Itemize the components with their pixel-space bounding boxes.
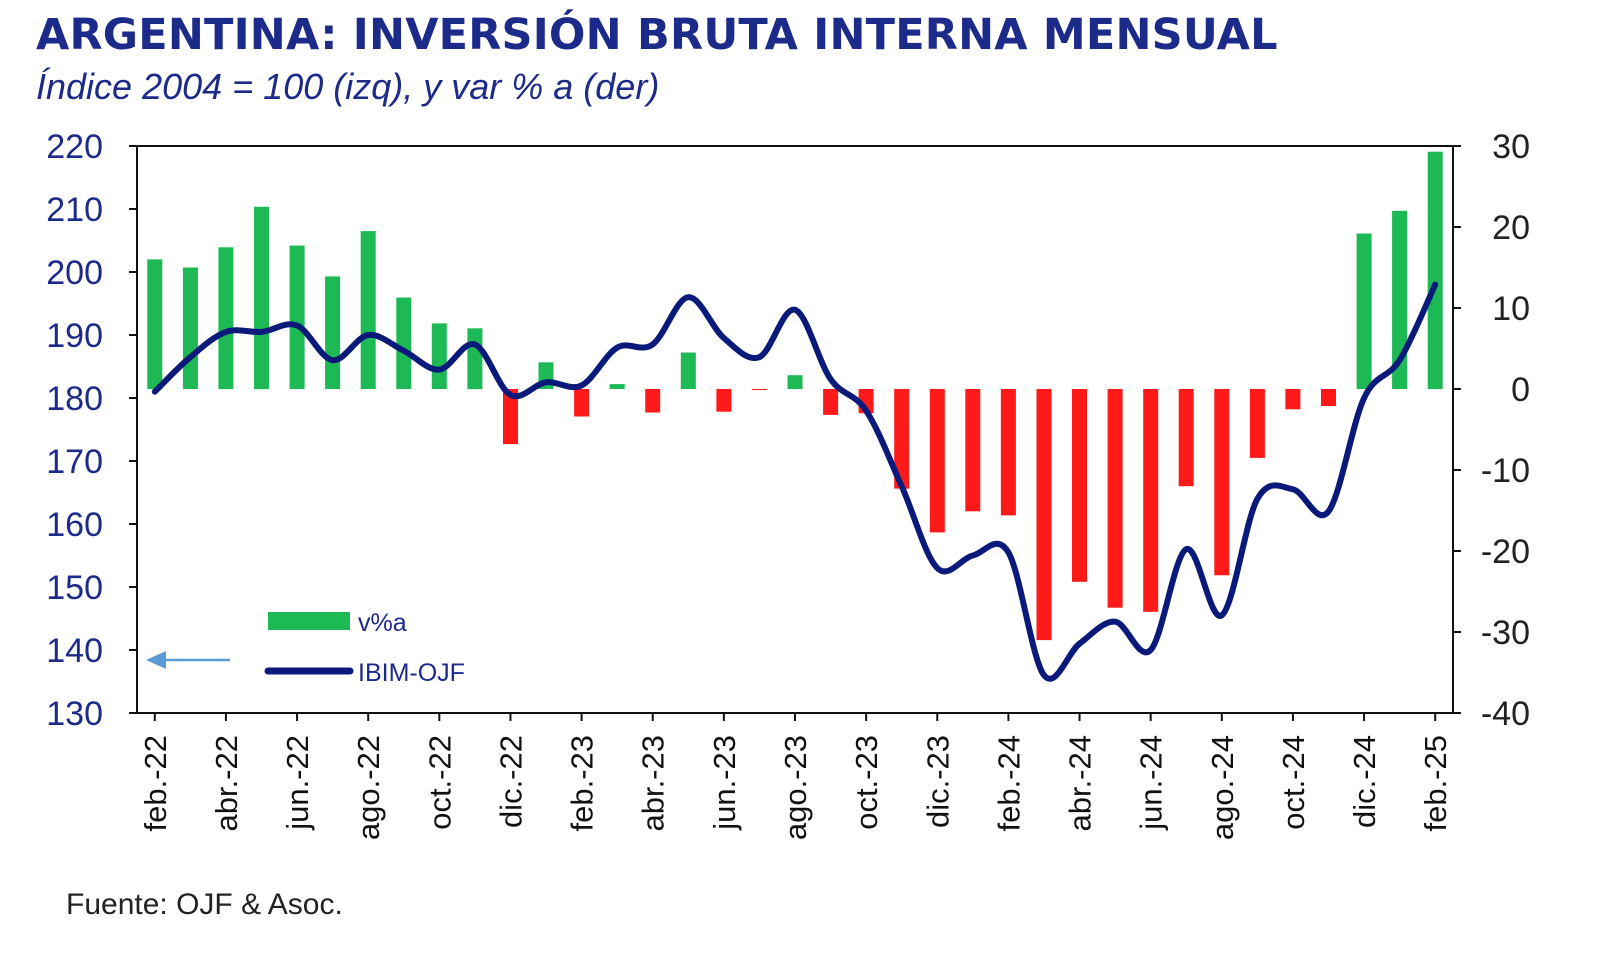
bar-mar.-22	[182, 267, 198, 389]
legend-label-line: IBIM-OJF	[358, 659, 465, 687]
x-tick-label: ago.-23	[778, 735, 813, 840]
bar-may.-23	[680, 352, 696, 389]
bars-layer	[147, 151, 1443, 641]
bar-mar.-23	[609, 384, 625, 389]
right-tick-label: -30	[1481, 614, 1530, 652]
left-tick-label: 150	[46, 569, 103, 607]
bar-may.-24	[1107, 389, 1123, 608]
x-tick-label: jun.-22	[280, 735, 315, 831]
right-tick-label: 20	[1492, 209, 1530, 247]
right-tick-label: 30	[1492, 128, 1530, 166]
x-tick-label: feb.-24	[991, 735, 1026, 832]
x-tick-label: jun.-24	[1134, 735, 1169, 831]
source-note: Fuente: OJF & Asoc.	[66, 888, 343, 921]
x-tick-label: feb.-25	[1418, 735, 1453, 832]
bar-oct.-22	[431, 323, 447, 389]
x-tick-label: oct.-23	[849, 735, 884, 830]
legend: v%a IBIM-OJF	[264, 609, 465, 687]
x-tick-label: oct.-22	[422, 735, 457, 830]
legend-label-bar: v%a	[358, 609, 407, 637]
right-tick-label: -20	[1481, 533, 1530, 571]
left-tick-label: 200	[46, 254, 103, 292]
line-layer	[151, 281, 1439, 682]
bar-mar.-24	[1036, 389, 1052, 641]
bar-feb.-25	[1427, 151, 1443, 389]
bar-sep.-24	[1249, 389, 1265, 458]
x-tick-label: jun.-23	[707, 735, 742, 831]
x-tick-label: oct.-24	[1276, 735, 1311, 830]
x-tick-label: dic.-24	[1347, 735, 1382, 828]
bar-sep.-22	[396, 297, 412, 389]
legend-swatch-bar	[268, 612, 350, 630]
x-tick-label: dic.-23	[920, 735, 955, 828]
x-tick-label: abr.-23	[636, 735, 671, 832]
x-tick-label: ago.-22	[351, 735, 386, 840]
bar-feb.-22	[147, 259, 163, 389]
bar-nov.-23	[894, 389, 910, 489]
right-tick-label: 0	[1511, 371, 1530, 409]
bar-feb.-24	[1000, 389, 1016, 516]
left-tick-label: 190	[46, 317, 103, 355]
bar-sep.-23	[823, 389, 839, 415]
bar-ago.-22	[360, 231, 376, 389]
x-tick-label: feb.-22	[138, 735, 173, 832]
bar-jun.-23	[716, 389, 732, 412]
line-ibim-ojf	[151, 281, 1439, 682]
bar-dic.-22	[503, 389, 518, 445]
chart-subtitle: Índice 2004 = 100 (izq), y var % a (der)	[36, 66, 660, 107]
left-tick-label: 130	[46, 695, 103, 733]
x-tick-label: abr.-24	[1063, 735, 1098, 832]
bar-nov.-24	[1321, 389, 1336, 406]
x-tick-label: abr.-22	[209, 735, 244, 832]
bar-jul.-24	[1178, 389, 1194, 487]
left-tick-label: 210	[46, 191, 103, 229]
left-axis-arrow-icon	[146, 651, 230, 669]
left-tick-label: 170	[46, 443, 103, 481]
bar-ene.-25	[1392, 210, 1408, 389]
bar-ene.-24	[965, 389, 981, 512]
left-tick-label: 140	[46, 632, 103, 670]
bar-ago.-24	[1214, 389, 1230, 576]
left-tick-label: 180	[46, 380, 103, 418]
left-axis: 220 210 200 190 180 170 160 150 140 130	[46, 128, 137, 733]
right-tick-label: -40	[1481, 695, 1530, 733]
bar-jul.-22	[325, 276, 341, 389]
chart-title: ARGENTINA: INVERSIÓN BRUTA INTERNA MENSU…	[36, 10, 1278, 60]
x-tick-label: feb.-23	[565, 735, 600, 832]
right-tick-label: 10	[1492, 290, 1530, 328]
x-tick-label: dic.-22	[493, 735, 528, 828]
bar-dic.-23	[929, 389, 945, 533]
bar-nov.-22	[467, 328, 483, 390]
bar-may.-22	[254, 206, 269, 390]
bar-jun.-24	[1143, 389, 1159, 612]
bar-dic.-24	[1356, 233, 1372, 389]
right-tick-label: -10	[1481, 452, 1530, 490]
bar-abr.-24	[1072, 389, 1087, 582]
bar-abr.-22	[218, 247, 234, 390]
right-axis: 30 20 10 0 -10 -20 -30 -40	[1453, 128, 1530, 733]
x-tick-label: ago.-24	[1205, 735, 1240, 840]
bar-ago.-23	[787, 375, 803, 389]
left-tick-label: 220	[46, 128, 103, 166]
bar-abr.-23	[645, 389, 661, 413]
x-axis: feb.-22 abr.-22 jun.-22 ago.-22 oct.-22 dic.-…	[138, 713, 1453, 840]
bar-oct.-24	[1285, 389, 1301, 410]
bar-feb.-23	[574, 389, 590, 417]
bar-jun.-22	[289, 245, 305, 389]
left-tick-label: 160	[46, 506, 103, 544]
bar-jul.-23	[751, 389, 767, 390]
